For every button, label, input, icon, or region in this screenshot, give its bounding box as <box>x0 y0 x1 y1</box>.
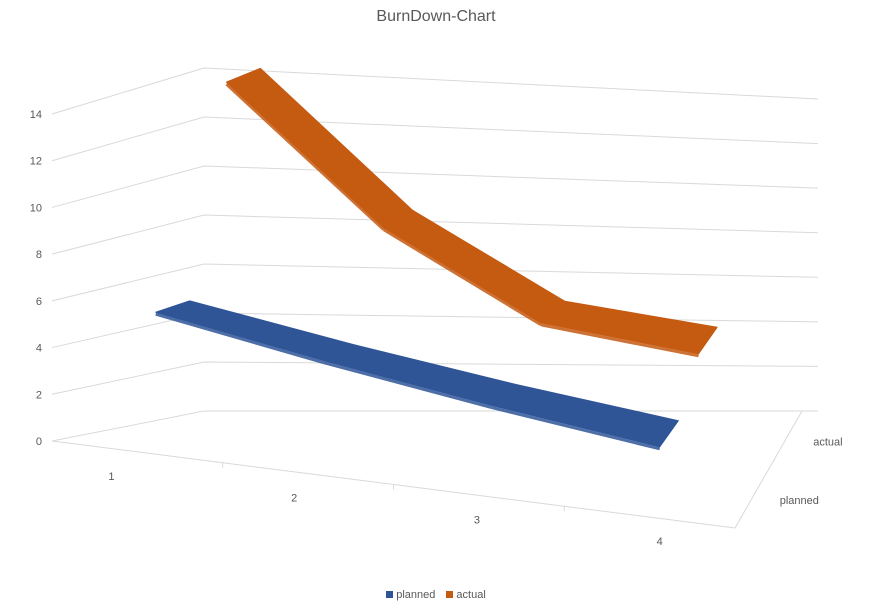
y-tick-label-2: 4 <box>36 343 42 355</box>
y-tick-label-7: 14 <box>30 109 42 121</box>
gridline-y-4 <box>51 214 819 255</box>
legend-swatch-planned <box>386 591 394 598</box>
gridline-y-7 <box>51 67 819 115</box>
point-actual-1 <box>242 74 244 76</box>
gridline-y-5 <box>51 165 819 208</box>
series-ribbons <box>155 67 718 451</box>
depth-label-1: actual <box>813 436 842 448</box>
x-tick-label-0: 1 <box>108 471 114 483</box>
ribbon-edge-planned-1 <box>155 312 325 365</box>
ribbon-actual-segment-2 <box>383 209 566 324</box>
x-tick-label-2: 3 <box>474 514 480 526</box>
x-tick-label-3: 4 <box>657 536 663 548</box>
chart-title: BurnDown-Chart <box>376 8 496 25</box>
ribbon-planned-segment-1 <box>155 300 354 362</box>
axes <box>51 410 803 529</box>
point-planned-3 <box>503 394 505 396</box>
ribbon-edge-planned-3 <box>491 406 661 451</box>
y-tick-label-3: 6 <box>36 296 42 308</box>
gridline-y-6 <box>51 116 819 162</box>
point-planned-2 <box>337 352 339 354</box>
depth-label-0: planned <box>780 495 819 507</box>
ribbon-edge-actual-2 <box>383 228 542 327</box>
point-planned-4 <box>668 433 670 435</box>
legend-item-actual: actual <box>446 589 486 601</box>
legend-label-actual: actual <box>456 589 486 601</box>
point-actual-2 <box>397 218 399 220</box>
gridline-y-1 <box>51 361 819 395</box>
depth-axis-line <box>734 410 803 529</box>
gridline-y-3 <box>51 263 819 302</box>
y-tick-label-1: 2 <box>36 389 42 401</box>
ribbon-edge-actual-1 <box>225 83 385 231</box>
ribbon-edge-planned-2 <box>323 361 493 409</box>
ribbon-planned-segment-2 <box>323 343 516 407</box>
ribbon-actual-segment-3 <box>540 300 718 355</box>
point-planned-1 <box>172 306 174 308</box>
y-tick-label-0: 0 <box>36 436 42 448</box>
legend: planned actual <box>0 589 872 601</box>
x-tick-label-1: 2 <box>291 493 297 505</box>
y-tick-label-5: 10 <box>30 202 42 214</box>
ribbon-planned-segment-3 <box>491 383 679 448</box>
legend-item-planned: planned <box>386 589 435 601</box>
legend-swatch-actual <box>446 591 454 598</box>
legend-label-planned: planned <box>396 589 436 601</box>
ribbon-actual-segment-1 <box>225 67 414 229</box>
point-actual-3 <box>552 311 554 313</box>
y-tick-label-4: 8 <box>36 249 42 261</box>
y-tick-label-6: 12 <box>30 156 42 168</box>
ribbon-edge-actual-3 <box>540 323 699 358</box>
gridline-y-0 <box>51 410 818 442</box>
point-actual-4 <box>707 340 709 342</box>
